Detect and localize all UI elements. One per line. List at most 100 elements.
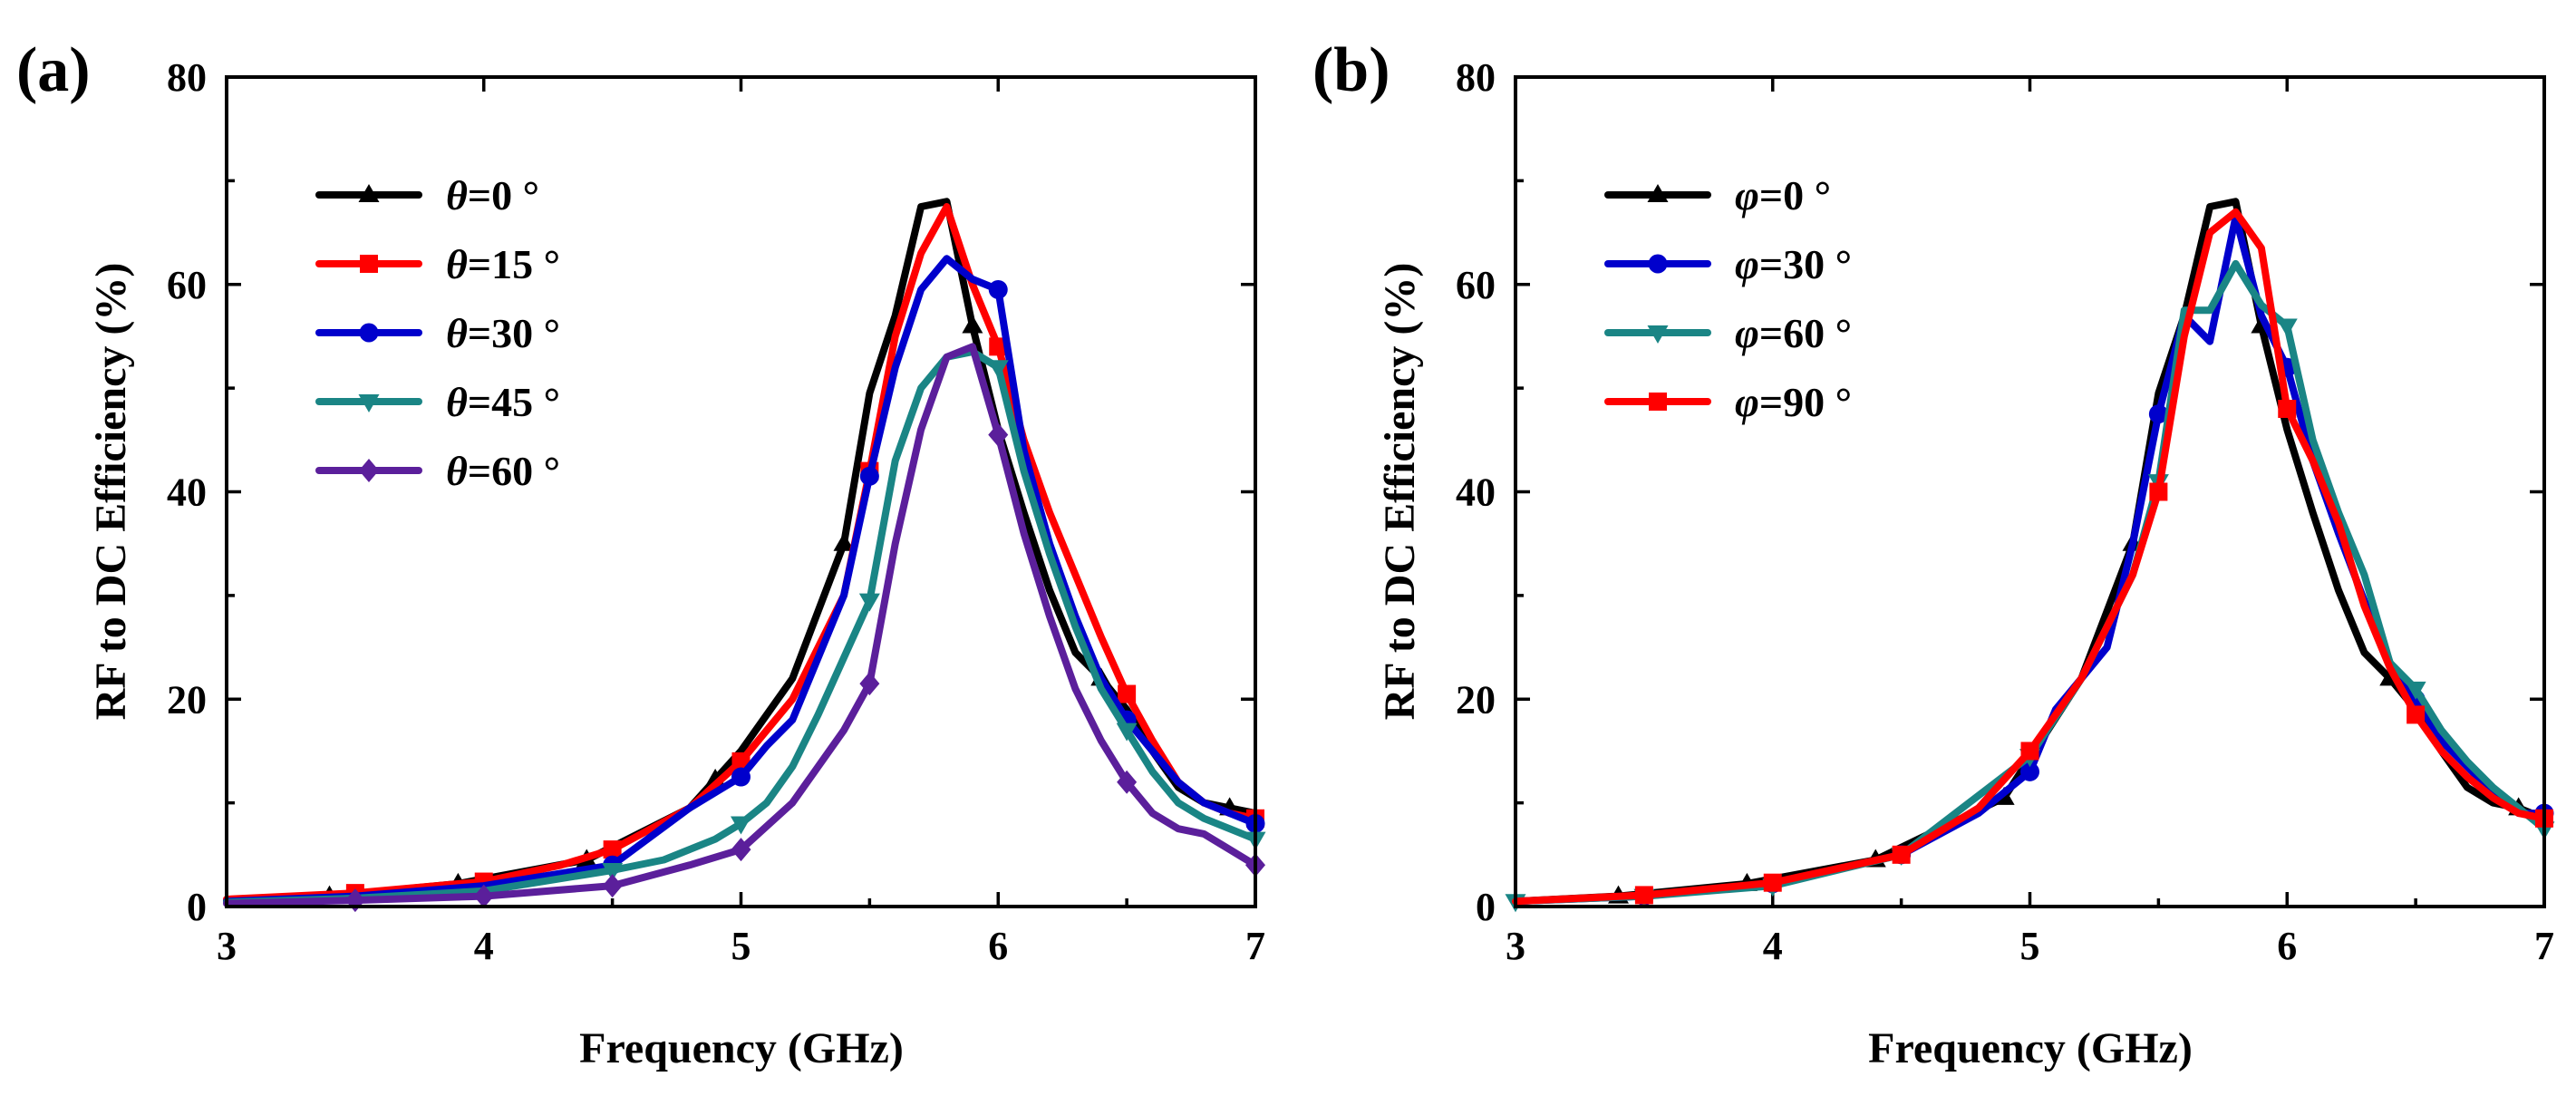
- panel-b-legend-value-3: =90 °: [1759, 379, 1852, 425]
- panel-b-series: [1505, 198, 2555, 913]
- panel-b-x-tick-label: 5: [2020, 924, 2040, 968]
- panel-b-series-3-point: [2407, 705, 2426, 724]
- panel-a-legend-marker-4: [359, 459, 379, 482]
- panel-b-series-line-0: [1512, 198, 2548, 906]
- panel-a-series-4-point: [859, 672, 880, 696]
- panel-a-legend: θ=0 °θ=15 °θ=30 °θ=45 °θ=60 °: [315, 172, 560, 494]
- panel-a-legend-value-2: =30 °: [468, 310, 560, 356]
- panel-a-series-4-point: [602, 874, 623, 898]
- panel-b-series-1-point: [2020, 761, 2039, 781]
- panel-a-series-3-point: [731, 816, 751, 835]
- panel-b-legend-label-0: φ=0 °: [1735, 172, 1831, 218]
- panel-a-series: [223, 198, 1266, 913]
- panel-a-legend-label-1: θ=15 °: [446, 241, 560, 287]
- panel-a-legend-marker-0: [358, 184, 380, 202]
- panel-a-series-4-point: [1117, 770, 1138, 794]
- panel-a-series-line-3: [223, 348, 1259, 907]
- panel-a-x-tick-label: 3: [217, 924, 237, 968]
- panel-b-y-tick-label: 60: [1456, 263, 1496, 307]
- panel-b-y-tick-label: 20: [1456, 677, 1496, 722]
- panel-a-series-line-2: [223, 255, 1259, 906]
- panel-a-series-1-point: [989, 337, 1008, 356]
- panel-a-legend-variable-0: θ: [446, 172, 468, 218]
- panel-b-legend-variable-3: φ: [1735, 379, 1759, 425]
- panel-a-y-tick-label: 80: [167, 55, 207, 100]
- panel-a-x-tick-label: 7: [1245, 924, 1265, 968]
- panel-b-series-3-point: [1892, 845, 1911, 864]
- panel-a-legend-variable-1: θ: [446, 241, 468, 287]
- panel-a-legend-value-3: =45 °: [468, 379, 560, 425]
- panel-b-legend-marker-0: [1647, 184, 1669, 202]
- panel-b-series-2-point: [2276, 318, 2298, 337]
- panel-a-x-tick-label: 5: [731, 924, 751, 968]
- panel-a-plot-frame: [225, 75, 1257, 908]
- panel-a-series-line-1: [223, 203, 1259, 903]
- panel-a-y-tick-label: 60: [167, 263, 207, 307]
- panel-a-series-4-point: [988, 422, 1009, 447]
- panel-a-legend-variable-2: θ: [446, 310, 468, 356]
- panel-a-series-line-4: [223, 343, 1259, 907]
- panel-b-y-tick-label: 0: [1476, 885, 1496, 929]
- panel-b-x-tick-label: 4: [1763, 924, 1783, 968]
- panel-a-legend-label-3: θ=45 °: [446, 379, 560, 425]
- panel-a-label: (a): [16, 35, 91, 105]
- panel-b-legend-value-2: =60 °: [1759, 310, 1852, 356]
- panel-a-series-4-point: [731, 838, 751, 862]
- panel-a-series-3-point: [602, 862, 624, 881]
- panel-a-legend-label-4: θ=60 °: [446, 448, 560, 494]
- panel-a-y-tick-label: 0: [187, 885, 207, 929]
- panel-a-series-2-point: [859, 466, 879, 486]
- panel-a-legend-label-2: θ=30 °: [446, 310, 560, 356]
- panel-a-legend-marker-3: [358, 394, 380, 412]
- panel-a-x-tick-label: 6: [988, 924, 1008, 968]
- panel-b-series-1-point: [2148, 404, 2168, 424]
- panel-b-legend-marker-2: [1647, 325, 1669, 344]
- panel-a-legend-label-0: θ=0 °: [446, 172, 539, 218]
- panel-b-series-line-1: [1512, 213, 2548, 906]
- panel-b-legend-value-0: =0 °: [1759, 172, 1831, 218]
- panel-b-y-axis-title: RF to DC Efficiency (%): [1376, 263, 1424, 721]
- panel-b-series-line-3: [1512, 208, 2548, 906]
- panel-b-series-3-point: [1763, 873, 1782, 892]
- panel-a-series-1-point: [1118, 684, 1137, 703]
- panel-b-series-line-2: [1512, 259, 2548, 906]
- panel-b-legend-label-3: φ=90 °: [1735, 379, 1852, 425]
- panel-a-y-tick-label: 40: [167, 470, 207, 515]
- panel-a-series-line-0: [223, 198, 1259, 906]
- panel-a-series-2-point: [988, 279, 1008, 299]
- panel-b-legend-variable-0: φ: [1735, 172, 1759, 218]
- panel-b-y-tick-label: 40: [1456, 470, 1496, 515]
- panel-a-series-3-point: [858, 593, 880, 612]
- panel-a-series-2-point: [731, 767, 751, 787]
- panel-b-series-3-point: [2149, 482, 2168, 501]
- panel-b-x-tick-label: 6: [2277, 924, 2297, 968]
- panel-b-legend-label-1: φ=30 °: [1735, 241, 1852, 287]
- panel-a-legend-variable-3: θ: [446, 379, 468, 425]
- panel-a-series-0-point: [833, 532, 855, 551]
- panel-a-legend-value-0: =0 °: [468, 172, 539, 218]
- panel-b-y-tick-label: 80: [1456, 55, 1496, 100]
- panel-a-x-tick-label: 4: [474, 924, 494, 968]
- panel-b-plot-frame: [1514, 75, 2546, 908]
- panel-a-series-1-point: [603, 840, 622, 859]
- panel-a-series-3-point: [987, 360, 1009, 379]
- panel-a-series-3-point: [1116, 723, 1138, 742]
- panel-a-series-0-point: [962, 315, 983, 334]
- panel-b-series-2-point: [2405, 681, 2426, 700]
- panel-a-legend-variable-4: θ: [446, 448, 468, 494]
- panel-a-legend-value-4: =60 °: [468, 448, 560, 494]
- panel-a-legend-marker-2: [359, 323, 379, 343]
- panel-a-series-4-point: [473, 884, 494, 908]
- panel-b-label: (b): [1312, 35, 1390, 105]
- panel-b-legend-marker-1: [1648, 254, 1668, 274]
- panel-a-x-axis-title: Frequency (GHz): [579, 1024, 904, 1072]
- panel-b-x-axis-title: Frequency (GHz): [1868, 1024, 2193, 1072]
- panel-b-series-3-point: [2278, 400, 2297, 418]
- panel-b-legend-variable-1: φ: [1735, 241, 1759, 287]
- panel-b-legend-marker-3: [1649, 393, 1667, 411]
- panel-b-legend-variable-2: φ: [1735, 310, 1759, 356]
- panel-b-series-3-point: [1634, 886, 1653, 905]
